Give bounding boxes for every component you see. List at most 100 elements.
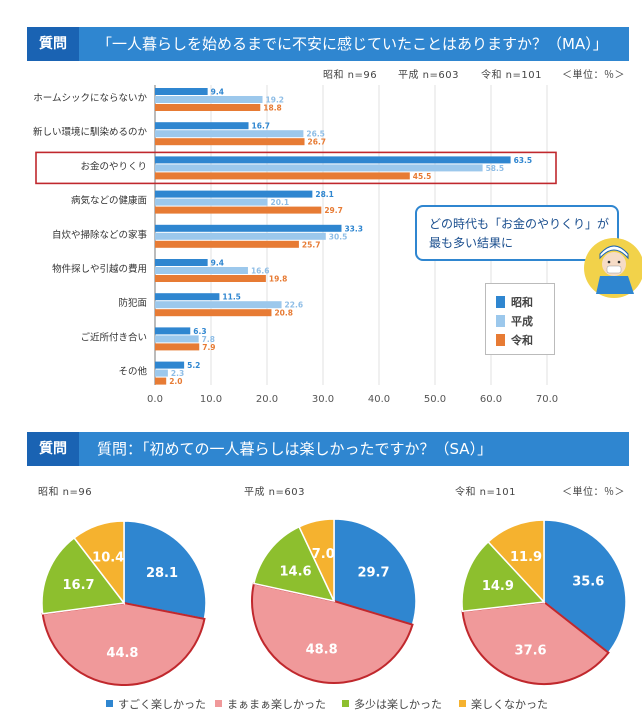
- pie-slice: [461, 540, 546, 613]
- question-1-text: 「一人暮らしを始めるまでに不安に感じていたことはありますか？（MA）」: [97, 35, 608, 53]
- bar-value-label: 20.1: [271, 198, 290, 207]
- bar-value-label: 26.7: [308, 138, 327, 147]
- pie-value-label: 37.6: [515, 643, 547, 658]
- bar-value-label: 7.9: [202, 343, 215, 352]
- pie-slice: [543, 519, 627, 654]
- category-label: 新しい環境に馴染めるのか: [33, 126, 148, 138]
- category-label: 防犯面: [118, 297, 147, 309]
- pie-value-label: 14.9: [482, 579, 514, 594]
- unit-label-1: ＜単位：％＞: [562, 70, 625, 81]
- pie-slice: [41, 536, 126, 615]
- bar-value-label: 9.4: [211, 88, 224, 97]
- bar-value-label: 30.5: [329, 232, 348, 241]
- x-tick-label: 10.0: [200, 394, 222, 405]
- pie-slice: [41, 601, 206, 686]
- bar-value-label: 26.5: [306, 130, 325, 139]
- x-tick-label: 0.0: [147, 394, 163, 405]
- sample-size-heisei: 平成 n=603: [398, 70, 459, 81]
- mascot-illustration: [584, 238, 642, 298]
- bar: [155, 240, 299, 248]
- bar-value-label: 11.5: [222, 293, 241, 302]
- bar-chart: 0.0 10.0 20.0 30.0 40.0 50.0 60.0 70.0 ホームシックになら…: [33, 85, 558, 405]
- bar-value-label: 29.7: [324, 206, 343, 215]
- x-tick-label: 20.0: [256, 394, 278, 405]
- bar-value-label: 20.8: [274, 309, 293, 318]
- callout-text: どの時代も「お金のやりくり」が 最も多い結果に: [429, 217, 610, 250]
- bar-value-label: 25.7: [302, 240, 321, 249]
- bar: [155, 96, 263, 103]
- pie-legend-very: すごく楽しかった: [106, 696, 206, 712]
- pie-value-label: 7.0: [312, 547, 335, 562]
- bar: [155, 190, 313, 198]
- bar-value-label: 2.3: [171, 369, 184, 378]
- bar: [155, 198, 268, 206]
- pie-title-showa: 昭和 n=96: [38, 487, 93, 498]
- pie-value-label: 16.7: [63, 578, 95, 593]
- bar: [155, 343, 200, 351]
- question-1-banner: 質問 「一人暮らしを始めるまでに不安に感じていたことはありますか？（MA）」: [27, 27, 629, 61]
- category-label: ホームシックにならないか: [33, 93, 147, 104]
- x-tick-label: 50.0: [424, 394, 446, 405]
- pie-value-label: 14.6: [279, 564, 311, 579]
- category-label: 物件探しや引越の費用: [52, 263, 147, 275]
- pie-value-label: 35.6: [572, 574, 604, 589]
- bar: [155, 327, 191, 335]
- pie-value-label: 44.8: [106, 646, 138, 661]
- bar: [155, 259, 208, 266]
- pie-slice: [298, 518, 335, 602]
- bar-chart-legend: 昭和 平成 令和: [485, 283, 555, 355]
- bar-value-label: 58.5: [486, 164, 505, 173]
- pie-slice: [73, 520, 125, 606]
- pie-slice: [251, 582, 414, 684]
- bar-value-label: 2.0: [169, 377, 182, 386]
- question-1-label: 質問: [27, 27, 79, 61]
- bar: [155, 206, 322, 214]
- bar: [155, 275, 266, 282]
- x-tick-label: 30.0: [312, 394, 334, 405]
- bar: [155, 104, 261, 111]
- bar: [155, 130, 304, 138]
- highlight-box: [35, 151, 557, 185]
- question-2-banner: 質問 質問：「初めての一人暮らしは楽しかったですか？（SA）」: [27, 432, 629, 466]
- bar: [155, 156, 511, 164]
- bar-value-label: 33.3: [344, 224, 363, 233]
- question-2-text: 質問：「初めての一人暮らしは楽しかったですか？（SA）」: [97, 440, 493, 458]
- bar-value-label: 9.4: [211, 259, 224, 268]
- bar: [155, 309, 272, 317]
- bar: [155, 301, 282, 309]
- pie-slice: [123, 520, 207, 620]
- bar: [155, 224, 342, 232]
- category-label: お金のやりくり: [80, 160, 147, 172]
- bar: [155, 361, 185, 369]
- bar: [155, 232, 326, 240]
- callout-bubble: どの時代も「お金のやりくり」が 最も多い結果に: [415, 205, 619, 261]
- pie-legend-not: 楽しくなかった: [459, 696, 548, 712]
- bar: [155, 172, 410, 180]
- pie-value-label: 48.8: [306, 643, 338, 658]
- bar: [155, 138, 305, 146]
- bar-value-label: 6.3: [193, 327, 206, 336]
- pie-charts: 28.1 44.8 16.7 10.4 29.7 48.8 14.67.0 35.6 37.6 1…: [41, 518, 627, 686]
- legend-item-showa: 昭和: [496, 294, 533, 309]
- question-2-label: 質問: [27, 432, 79, 466]
- sample-size-reiwa: 令和 n=101: [481, 70, 542, 81]
- bar: [155, 335, 199, 343]
- bar-value-label: 19.8: [269, 275, 288, 284]
- bar-value-label: 5.2: [187, 361, 200, 370]
- bar: [155, 164, 483, 172]
- pie-value-label: 29.7: [357, 566, 389, 581]
- bar: [155, 377, 167, 385]
- pie-legend-little: 多少は楽しかった: [342, 696, 442, 712]
- pie-title-reiwa: 令和 n=101: [455, 487, 516, 498]
- bar-value-label: 19.2: [266, 96, 285, 105]
- pie-slice: [461, 600, 610, 685]
- bar-value-label: 16.7: [252, 122, 271, 131]
- bar: [155, 88, 208, 95]
- bar-value-label: 63.5: [514, 156, 533, 165]
- legend-item-heisei: 平成: [496, 313, 533, 328]
- bar: [155, 267, 248, 274]
- bar-value-label: 16.6: [251, 267, 270, 276]
- category-label: 自炊や掃除などの家事: [52, 229, 148, 241]
- category-label: 病気などの健康面: [71, 195, 147, 207]
- bar: [155, 369, 168, 377]
